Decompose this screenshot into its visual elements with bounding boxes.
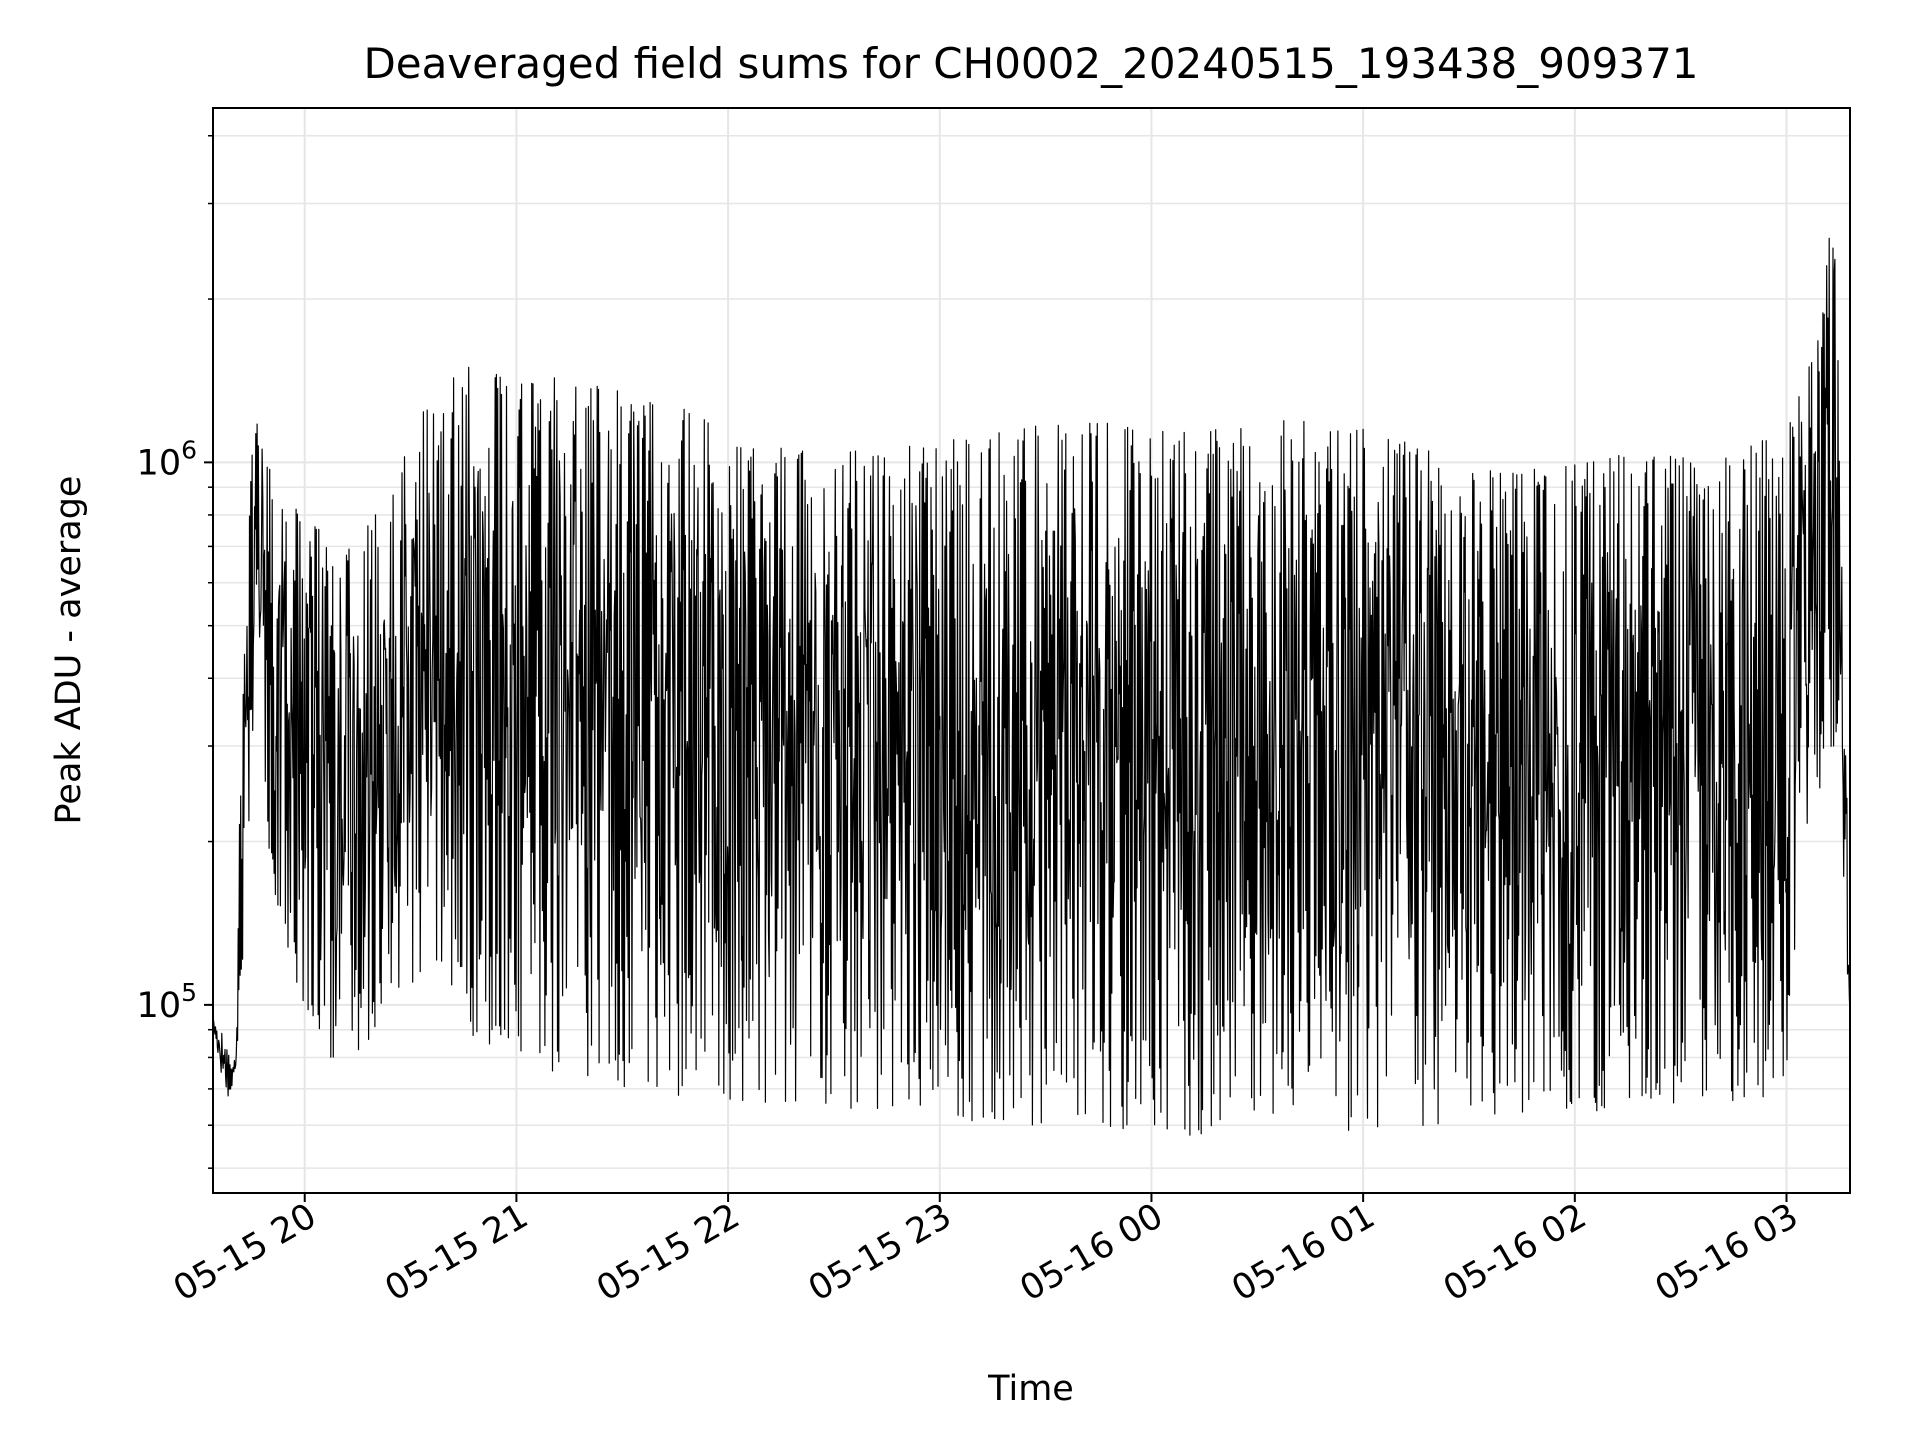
plot-frame [212, 107, 1851, 1194]
x-axis-label: Time [987, 1369, 1074, 1409]
y-tick-label: 106 [137, 435, 197, 483]
chart-title: Deaveraged field sums for CH0002_2024051… [363, 39, 1698, 88]
y-axis-label: Peak ADU - average [49, 476, 89, 825]
y-tick-label: 105 [137, 978, 197, 1026]
series-line [212, 237, 1851, 1136]
data-layer [212, 237, 1851, 1136]
